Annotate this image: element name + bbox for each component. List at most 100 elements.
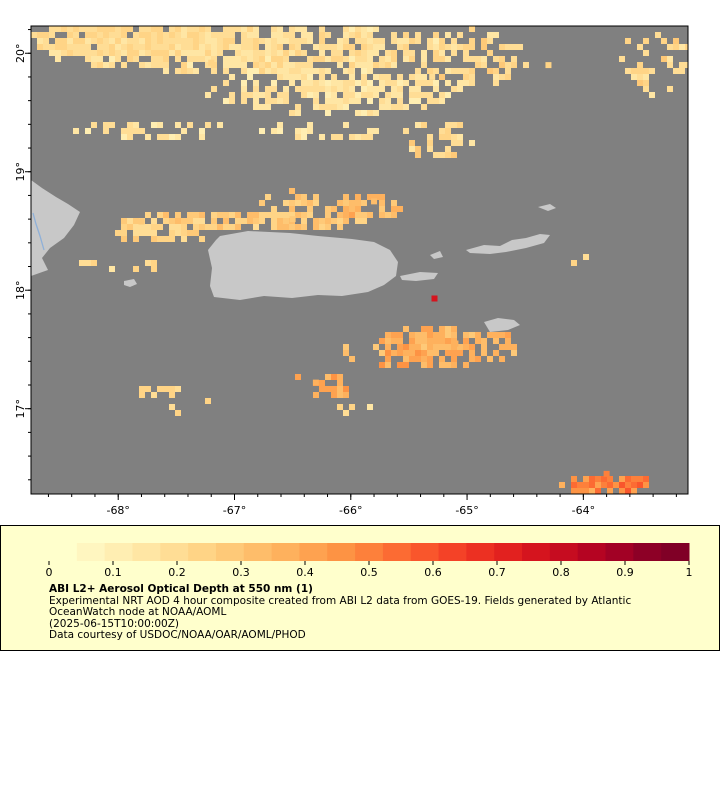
aod-pixel <box>253 224 259 230</box>
aod-pixel <box>403 44 409 50</box>
aod-pixel <box>151 62 157 68</box>
aod-pixel <box>631 74 637 80</box>
colorbar-swatch <box>104 543 133 561</box>
aod-pixel <box>295 26 301 32</box>
aod-pixel <box>97 38 103 44</box>
aod-pixel <box>319 74 325 80</box>
aod-pixel <box>181 38 187 44</box>
aod-pixel <box>319 44 325 50</box>
aod-pixel <box>331 374 337 380</box>
lon-tick-label: -68° <box>106 504 129 517</box>
aod-pixel <box>313 218 319 224</box>
aod-pixel <box>661 38 667 44</box>
aod-pixel <box>445 32 451 38</box>
aod-pixel <box>85 44 91 50</box>
aod-pixel <box>37 44 43 50</box>
aod-pixel <box>151 38 157 44</box>
aod-pixel <box>463 80 469 86</box>
aod-cluster-marker <box>312 379 319 386</box>
aod-pixel <box>73 128 79 134</box>
aod-pixel <box>181 44 187 50</box>
aod-pixel <box>331 80 337 86</box>
aod-pixel <box>139 392 145 398</box>
aod-pixel <box>175 50 181 56</box>
legend-title: ABI L2+ Aerosol Optical Depth at 550 nm … <box>49 583 313 595</box>
aod-pixel <box>271 206 277 212</box>
aod-pixel <box>325 92 331 98</box>
colorbar-tick-label: 0.8 <box>552 566 570 579</box>
aod-pixel <box>577 482 583 488</box>
aod-pixel <box>247 44 253 50</box>
aod-pixel <box>481 38 487 44</box>
aod-pixel <box>595 482 601 488</box>
aod-pixel <box>133 224 139 230</box>
aod-pixel <box>367 32 373 38</box>
aod-pixel <box>313 194 319 200</box>
aod-pixel <box>265 56 271 62</box>
aod-pixel <box>301 224 307 230</box>
aod-pixel <box>121 224 127 230</box>
aod-pixel <box>421 62 427 68</box>
aod-pixel <box>157 122 163 128</box>
aod-pixel <box>169 44 175 50</box>
aod-pixel <box>211 50 217 56</box>
aod-pixel <box>97 56 103 62</box>
aod-pixel <box>319 86 325 92</box>
aod-pixel <box>163 212 169 218</box>
aod-pixel <box>469 80 475 86</box>
aod-pixel <box>361 212 367 218</box>
aod-pixel <box>469 56 475 62</box>
aod-pixel <box>97 32 103 38</box>
aod-pixel <box>85 32 91 38</box>
aod-pixel <box>103 32 109 38</box>
aod-pixel <box>145 224 151 230</box>
aod-pixel <box>463 56 469 62</box>
puerto-rico-landmass <box>208 231 398 300</box>
aod-pixel <box>265 92 271 98</box>
aod-pixel <box>409 338 415 344</box>
aod-pixel <box>223 218 229 224</box>
aod-pixel <box>265 38 271 44</box>
aod-cluster-marker <box>371 198 378 205</box>
aod-pixel <box>211 86 217 92</box>
aod-pixel <box>283 62 289 68</box>
aod-pixel <box>409 98 415 104</box>
aod-pixel <box>637 68 643 74</box>
aod-pixel <box>229 38 235 44</box>
aod-pixel <box>253 68 259 74</box>
aod-pixel <box>337 56 343 62</box>
aod-pixel <box>121 128 127 134</box>
aod-pixel <box>271 128 277 134</box>
aod-pixel <box>283 56 289 62</box>
aod-pixel <box>169 404 175 410</box>
aod-pixel <box>679 68 685 74</box>
aod-pixel <box>367 86 373 92</box>
aod-pixel <box>499 62 505 68</box>
aod-pixel <box>265 68 271 74</box>
colorbar-swatch <box>355 543 384 561</box>
colorbar-tick-label: 0.5 <box>360 566 378 579</box>
aod-pixel <box>283 32 289 38</box>
aod-pixel <box>199 56 205 62</box>
aod-pixel <box>295 86 301 92</box>
aod-pixel <box>439 152 445 158</box>
aod-pixel <box>217 212 223 218</box>
aod-pixel <box>289 38 295 44</box>
aod-pixel <box>367 62 373 68</box>
aod-pixel <box>97 44 103 50</box>
aod-pixel <box>271 68 277 74</box>
aod-pixel <box>121 230 127 236</box>
aod-pixel <box>505 62 511 68</box>
aod-pixel <box>253 38 259 44</box>
aod-pixel <box>307 68 313 74</box>
aod-pixel <box>247 26 253 32</box>
aod-pixel <box>277 38 283 44</box>
aod-pixel <box>241 50 247 56</box>
aod-pixel <box>475 62 481 68</box>
aod-pixel <box>175 38 181 44</box>
aod-pixel <box>271 212 277 218</box>
aod-pixel <box>475 332 481 338</box>
aod-pixel <box>163 68 169 74</box>
aod-pixel <box>361 56 367 62</box>
aod-pixel <box>145 260 151 266</box>
